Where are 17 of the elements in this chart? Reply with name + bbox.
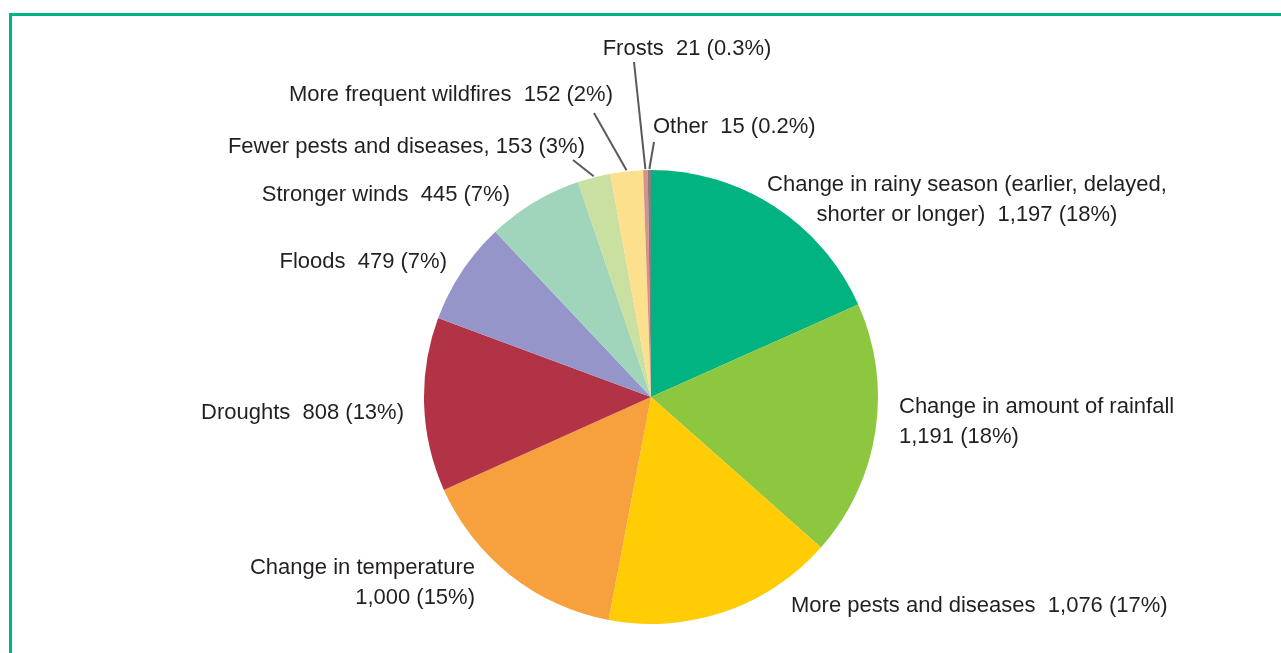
slice-label: Droughts 808 (13%) xyxy=(201,399,404,424)
slice-label: Floods 479 (7%) xyxy=(279,248,447,273)
pie-slice xyxy=(577,173,651,397)
slice-label: Fewer pests and diseases, 153 (3%) xyxy=(227,133,585,158)
slice-label: More pests and diseases 1,076 (17%) xyxy=(791,592,1168,617)
pie-slice xyxy=(424,318,651,490)
slice-label: More frequent wildfires 152 (2%) xyxy=(288,81,613,106)
slice-label: Change in rainy season (earlier, delayed, shorter or longer) 1,197 (18%) xyxy=(767,171,1167,226)
pie-slice xyxy=(651,304,878,548)
slice-label: Change in temperature xyxy=(249,554,475,579)
slice-label: Frosts 21 (0.3%) xyxy=(602,35,772,60)
slice-label: Change in amount of rainfall xyxy=(899,393,1175,418)
data-label: 1,191 (18%) xyxy=(899,423,1019,448)
slice-label: Stronger winds 445 (7%) xyxy=(261,181,510,206)
pie-slice xyxy=(610,170,651,397)
slice-label: Other 15 (0.2%) xyxy=(653,113,816,138)
data-label: 1,000 (15%) xyxy=(355,584,475,609)
